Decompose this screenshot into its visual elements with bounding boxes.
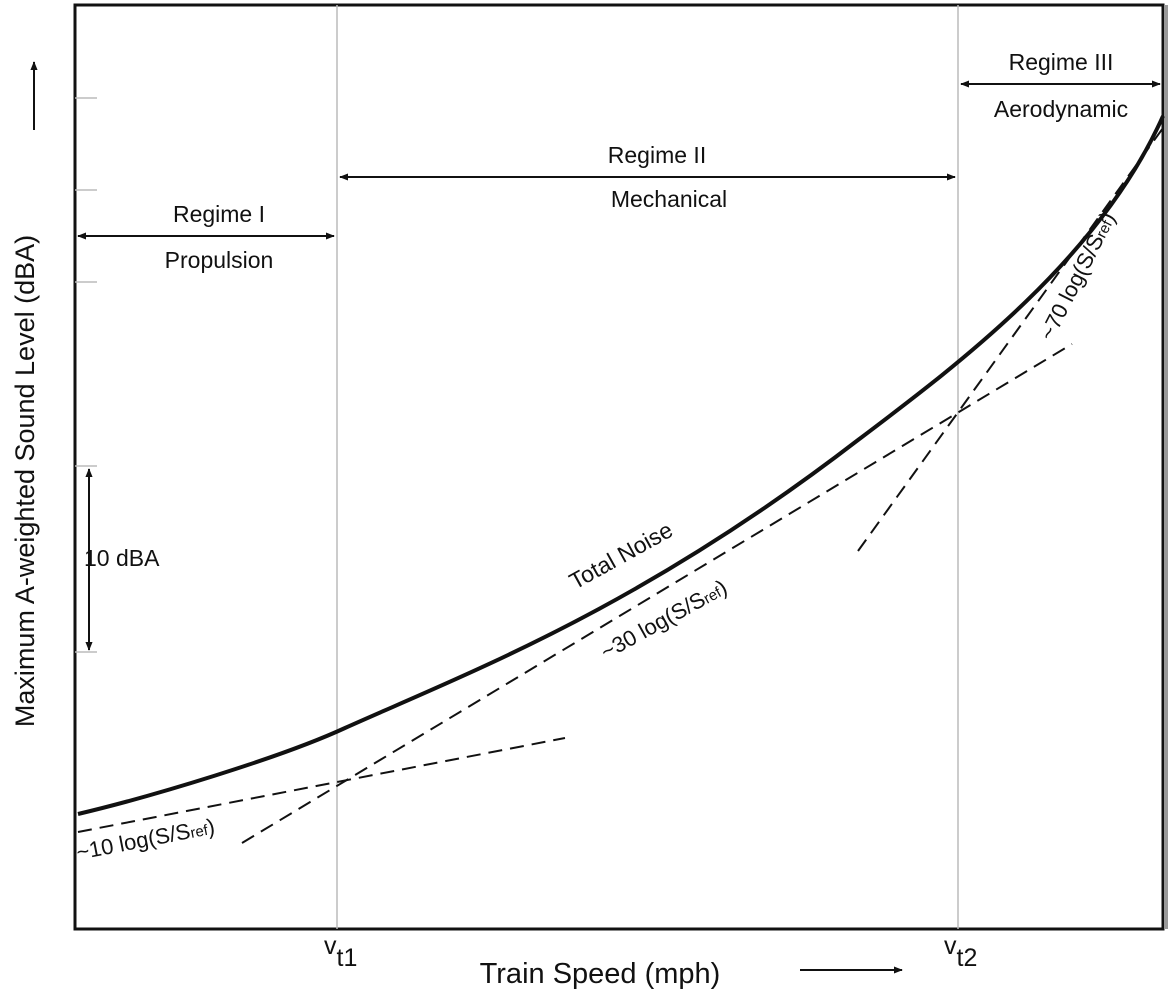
slope-70-label: ~70 log(S/Sref) (1034, 208, 1120, 344)
regime-1-name: Regime I (173, 201, 265, 227)
slope-10-dashed-line (77, 737, 566, 833)
vt2-marker: vt2 (944, 932, 977, 972)
regime-2-name: Regime II (608, 142, 706, 168)
x-axis-label: Train Speed (mph) (480, 958, 721, 990)
total-noise-label: Total Noise (565, 516, 677, 594)
regime-3-source: Aerodynamic (994, 96, 1128, 122)
regime-1-source: Propulsion (165, 247, 274, 273)
regime-3-name: Regime III (1009, 49, 1114, 75)
regime-2-source: Mechanical (611, 186, 727, 212)
total-noise-curve (77, 115, 1165, 816)
y-axis-label: Maximum A-weighted Sound Level (dBA) (10, 235, 40, 727)
slope-30-label: ~30 log(S/Sref) (596, 574, 731, 664)
scale-bar-label: 10 dBA (84, 545, 160, 571)
slope-10-label: ~10 log(S/Sref) (74, 814, 217, 865)
plot-frame (73, 3, 1165, 931)
slope-70-dashed-line (857, 127, 1164, 552)
slope-30-dashed-line (241, 343, 1073, 844)
vt1-marker: vt1 (324, 932, 357, 972)
